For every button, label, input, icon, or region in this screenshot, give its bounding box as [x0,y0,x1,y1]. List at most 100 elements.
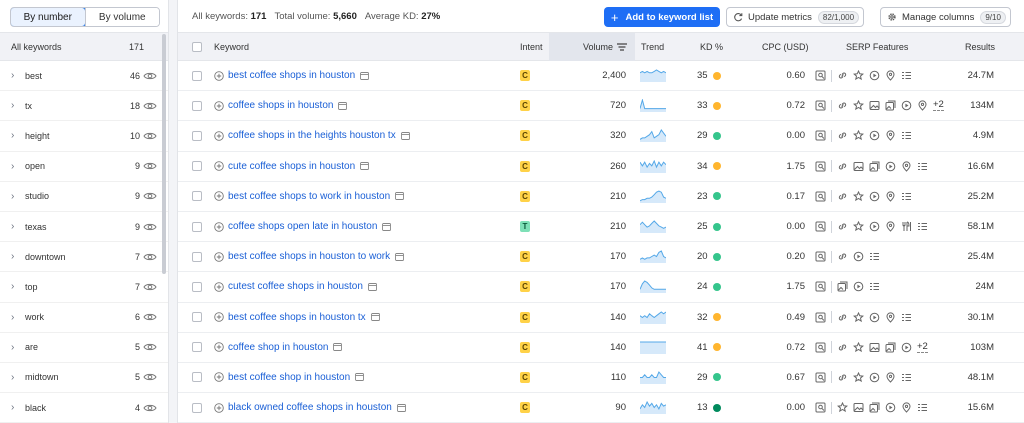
more-serp-features-link[interactable]: +2 [917,340,928,353]
select-all-checkbox[interactable] [192,41,202,52]
group-item[interactable]: › top 7 [0,272,168,303]
keyword-link[interactable]: black owned coffee shops in houston [228,402,392,414]
chevron-right-icon[interactable]: › [11,371,15,383]
keyword-link[interactable]: best coffee shops in houston tx [228,311,366,323]
volume-column-header[interactable]: Volume [583,33,628,60]
group-item[interactable]: › best 46 [0,61,168,92]
row-checkbox[interactable] [192,70,202,81]
eye-icon[interactable] [143,71,157,81]
chevron-right-icon[interactable]: › [11,311,15,323]
keyword-link[interactable]: coffee shops in the heights houston tx [228,130,396,142]
chevron-right-icon[interactable]: › [11,221,15,233]
row-checkbox[interactable] [192,372,202,383]
eye-icon[interactable] [143,191,157,201]
eye-icon[interactable] [143,101,157,111]
keyword-link[interactable]: best coffee shops in houston [228,70,356,82]
intent-badge[interactable]: C [520,371,530,383]
group-item[interactable]: › midtown 5 [0,363,168,394]
keyword-link[interactable]: best coffee shops in houston to work [228,251,391,263]
group-item[interactable]: › tx 18 [0,91,168,122]
intent-badge[interactable]: C [520,160,530,172]
add-to-keyword-list-button[interactable]: + Add to keyword list [604,7,720,27]
intent-badge[interactable]: C [520,130,530,142]
keyword-link[interactable]: coffee shops open late in houston [228,221,378,233]
serp-snapshot-icon[interactable] [400,132,410,140]
chevron-right-icon[interactable]: › [11,341,15,353]
keyword-column-header[interactable]: Keyword [214,41,250,52]
serp-snapshot-icon[interactable] [367,282,377,291]
kd-column-header[interactable]: KD % [700,41,724,52]
row-checkbox[interactable] [192,281,202,292]
serp-snapshot-icon[interactable] [360,71,370,80]
add-keyword-icon[interactable] [214,70,224,81]
sidebar-resize-handle[interactable] [168,0,178,423]
keyword-link[interactable]: coffee shops in houston [228,100,334,112]
add-keyword-icon[interactable] [214,221,224,232]
row-checkbox[interactable] [192,312,202,323]
eye-icon[interactable] [143,372,157,382]
more-serp-features-link[interactable]: +2 [933,99,944,112]
group-item[interactable]: › are 5 [0,333,168,363]
row-checkbox[interactable] [192,161,202,172]
add-keyword-icon[interactable] [214,101,224,111]
results-column-header[interactable]: Results [965,41,996,52]
keyword-link[interactable]: cute coffee shops in houston [228,160,356,172]
manage-columns-button[interactable]: Manage columns 9/10 [880,7,1011,27]
eye-icon[interactable] [143,252,157,262]
add-keyword-icon[interactable] [214,191,224,202]
serp-snapshot-icon[interactable] [370,313,380,322]
by-volume-button[interactable]: By volume [84,8,159,26]
serp-snapshot-icon[interactable] [360,162,370,171]
intent-badge[interactable]: C [520,281,530,293]
trend-column-header[interactable]: Trend [641,41,665,52]
group-item[interactable]: › work 6 [0,303,168,333]
add-keyword-icon[interactable] [214,282,224,292]
intent-column-header[interactable]: Intent [520,41,543,52]
serp-snapshot-icon[interactable] [338,101,348,110]
group-item[interactable]: › texas 9 [0,212,168,243]
keyword-link[interactable]: best coffee shops to work in houston [228,190,391,202]
intent-badge[interactable]: C [520,70,530,82]
serp-snapshot-icon[interactable] [395,192,405,201]
eye-icon[interactable] [143,342,157,352]
intent-badge[interactable]: C [520,100,530,112]
chevron-right-icon[interactable]: › [11,251,15,263]
intent-badge[interactable]: C [520,311,530,323]
serp-snapshot-icon[interactable] [333,343,343,352]
update-metrics-button[interactable]: Update metrics 82/1,000 [726,7,865,27]
by-number-button[interactable]: By number [11,8,86,26]
chevron-right-icon[interactable]: › [11,130,15,142]
all-keywords-group[interactable]: All keywords 171 [0,32,168,61]
row-checkbox[interactable] [192,402,202,413]
group-item[interactable]: › studio 9 [0,182,168,212]
chevron-right-icon[interactable]: › [11,190,15,202]
eye-icon[interactable] [143,282,157,292]
chevron-right-icon[interactable]: › [11,402,15,414]
chevron-right-icon[interactable]: › [11,100,15,112]
serp-snapshot-icon[interactable] [382,222,392,231]
serp-snapshot-icon[interactable] [396,403,406,412]
add-keyword-icon[interactable] [214,372,224,383]
eye-icon[interactable] [143,222,157,232]
add-keyword-icon[interactable] [214,312,224,322]
serp-snapshot-icon[interactable] [395,252,405,261]
intent-badge[interactable]: C [520,341,530,353]
intent-badge[interactable]: C [520,251,530,263]
row-checkbox[interactable] [192,221,202,232]
eye-icon[interactable] [143,131,157,141]
chevron-right-icon[interactable]: › [11,281,15,293]
eye-icon[interactable] [143,161,157,171]
row-checkbox[interactable] [192,342,202,353]
row-checkbox[interactable] [192,251,202,262]
row-checkbox[interactable] [192,191,202,202]
row-checkbox[interactable] [192,100,202,111]
intent-badge[interactable]: C [520,190,530,202]
intent-badge[interactable]: T [520,221,530,233]
sidebar-scrollbar[interactable] [162,34,166,274]
group-item[interactable]: › black 4 [0,393,168,423]
keyword-link[interactable]: cutest coffee shops in houston [228,281,363,293]
serp-snapshot-icon[interactable] [355,373,365,382]
group-item[interactable]: › open 9 [0,152,168,182]
intent-badge[interactable]: C [520,402,530,414]
cpc-column-header[interactable]: CPC (USD) [762,41,809,52]
